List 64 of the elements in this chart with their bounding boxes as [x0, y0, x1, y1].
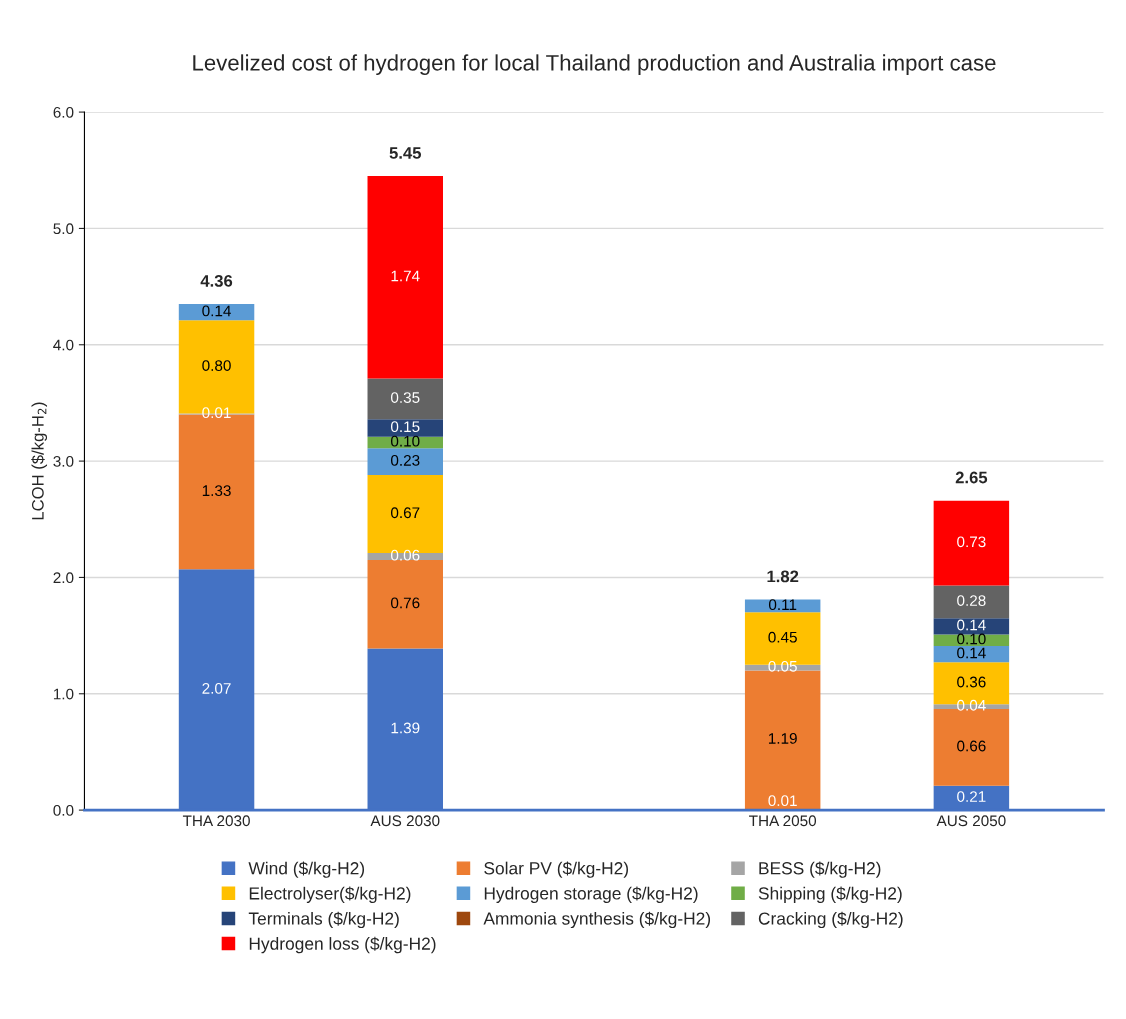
data-label: 0.76	[390, 597, 420, 609]
total-label: 2.65	[955, 471, 988, 484]
total-label: 4.36	[200, 274, 233, 287]
total-label: 1.82	[767, 570, 799, 583]
legend-label: Cracking ($/kg-H2)	[758, 911, 903, 929]
total-label: 5.45	[389, 147, 422, 159]
bar	[933, 585, 1010, 619]
bar	[933, 500, 1010, 586]
bar	[933, 618, 1010, 635]
bar	[178, 304, 255, 321]
data-label: 1.74	[391, 270, 420, 282]
legend-label: Solar PV ($/kg-H2)	[484, 861, 629, 878]
x-tick-label: THA 2050	[749, 815, 817, 827]
legend-label: Shipping ($/kg-H2)	[758, 886, 902, 903]
legend-label: Hydrogen loss ($/kg-H2)	[249, 936, 436, 954]
data-label: 1.19	[768, 733, 797, 744]
legend-label: Hydrogen storage ($/kg-H2)	[484, 886, 698, 903]
legend-label: BESS ($/kg-H2)	[759, 861, 881, 878]
bar	[367, 378, 443, 420]
y-tick-label: 0.0	[53, 804, 74, 816]
data-label: 0.14	[957, 619, 986, 631]
data-label: 0.45	[768, 631, 797, 643]
data-label: 0.06	[390, 549, 420, 561]
x-tick-label: THA 2030	[182, 815, 250, 827]
chart-title: Levelized cost of hydrogen for local Thailand production and Australia import case	[193, 54, 996, 76]
y-tick-label: 6.0	[53, 106, 74, 118]
bar	[367, 448, 443, 476]
data-label: 1.33	[202, 485, 231, 497]
data-label: 0.28	[957, 595, 986, 606]
data-label: 1.39	[391, 722, 420, 734]
bar	[744, 670, 821, 809]
data-label: 0.23	[390, 454, 420, 466]
y-tick-label: 1.0	[53, 688, 74, 700]
data-label: 0.66	[957, 740, 986, 752]
legend-label: Ammonia synthesis ($/kg-H2)	[483, 911, 711, 929]
data-label: 0.10	[957, 633, 986, 645]
legend-label: Terminals ($/kg-H2)	[248, 911, 399, 929]
data-label: 0.14	[202, 305, 231, 317]
data-label: 0.67	[390, 507, 420, 519]
y-tick-label: 4.0	[53, 339, 74, 351]
data-label: 0.11	[768, 599, 797, 611]
data-label: 0.73	[957, 536, 986, 548]
legend-label: Electrolyser($/kg-H2)	[249, 886, 411, 903]
data-label: 0.80	[202, 360, 231, 371]
data-label: 0.35	[390, 392, 420, 403]
bar	[367, 176, 443, 379]
data-label: 0.36	[957, 676, 986, 688]
x-tick-label: AUS 2050	[936, 815, 1006, 827]
y-axis-title: LCOH ($/kg-H$_{2}$)	[31, 402, 48, 520]
bar	[367, 559, 443, 649]
legend-label: Wind ($/kg-H2)	[248, 861, 365, 878]
bar	[933, 634, 1010, 647]
data-label: 0.21	[957, 791, 986, 802]
bar	[367, 419, 443, 437]
y-tick-label: 2.0	[53, 572, 74, 584]
data-label: 0.10	[390, 435, 420, 447]
data-label: 2.07	[202, 682, 231, 694]
y-tick-label: 3.0	[53, 455, 74, 467]
data-label: 0.14	[957, 647, 986, 659]
x-tick-label: AUS 2030	[370, 815, 440, 827]
y-tick-label: 5.0	[53, 223, 74, 235]
data-label: 0.15	[390, 421, 420, 433]
data-label: 0.01	[768, 795, 797, 807]
bar	[933, 646, 1010, 663]
